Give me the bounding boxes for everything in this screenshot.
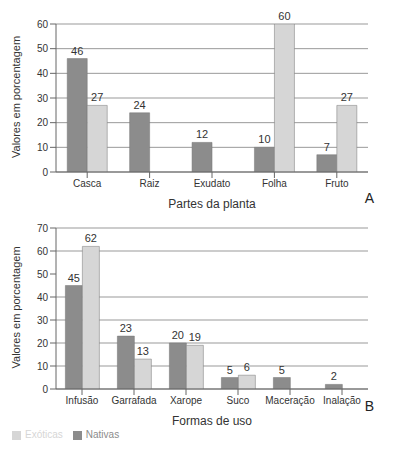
svg-text:24: 24 <box>134 99 146 111</box>
svg-text:Suco: Suco <box>227 395 250 406</box>
svg-text:20: 20 <box>37 117 49 128</box>
svg-text:50: 50 <box>37 43 49 54</box>
svg-text:Partes da planta: Partes da planta <box>168 197 256 211</box>
svg-text:Xarope: Xarope <box>170 395 203 406</box>
svg-text:5: 5 <box>279 364 285 376</box>
svg-text:0: 0 <box>42 167 48 178</box>
svg-text:2: 2 <box>331 370 337 382</box>
svg-text:10: 10 <box>37 361 49 372</box>
html-text:Nativas: Nativas <box>85 429 120 440</box>
svg-text:Garrafada: Garrafada <box>111 395 156 406</box>
svg-text:27: 27 <box>91 91 103 103</box>
svg-text:23: 23 <box>120 322 132 334</box>
svg-text:0: 0 <box>42 384 48 395</box>
svg-text:Folha: Folha <box>262 178 287 189</box>
svg-text:Maceração: Maceração <box>265 395 315 406</box>
svg-text:13: 13 <box>137 345 149 357</box>
html-text:A: A <box>364 190 374 206</box>
svg-text:10: 10 <box>258 133 270 145</box>
svg-text:Casca: Casca <box>73 178 102 189</box>
svg-text:20: 20 <box>37 338 49 349</box>
svg-text:45: 45 <box>68 272 80 284</box>
svg-text:50: 50 <box>37 269 49 280</box>
html-text:B: B <box>364 398 374 414</box>
svg-text:62: 62 <box>85 232 97 244</box>
svg-text:40: 40 <box>37 68 49 79</box>
svg-text:Inalação: Inalação <box>323 395 361 406</box>
svg-text:40: 40 <box>37 292 49 303</box>
svg-text:46: 46 <box>71 45 83 57</box>
svg-text:60: 60 <box>278 10 290 22</box>
svg-text:70: 70 <box>37 223 49 234</box>
svg-text:12: 12 <box>196 128 208 140</box>
svg-text:Fruto: Fruto <box>325 178 349 189</box>
svg-text:20: 20 <box>172 329 184 341</box>
svg-text:30: 30 <box>37 315 49 326</box>
svg-text:6: 6 <box>244 361 250 373</box>
svg-text:Exudato: Exudato <box>194 178 231 189</box>
svg-text:10: 10 <box>37 142 49 153</box>
html-text:Exóticas: Exóticas <box>25 429 63 440</box>
svg-text:Valores em porcentagem: Valores em porcentagem <box>10 36 22 158</box>
svg-text:30: 30 <box>37 93 49 104</box>
svg-text:27: 27 <box>341 91 353 103</box>
svg-text:Valores em porcentagem: Valores em porcentagem <box>10 246 22 368</box>
svg-text:5: 5 <box>227 364 233 376</box>
svg-text:7: 7 <box>324 141 330 153</box>
svg-text:19: 19 <box>189 331 201 343</box>
svg-text:60: 60 <box>37 19 49 30</box>
svg-text:Infusão: Infusão <box>66 395 99 406</box>
svg-text:60: 60 <box>37 246 49 257</box>
svg-text:Formas de uso: Formas de uso <box>172 414 252 428</box>
svg-text:Raiz: Raiz <box>140 178 160 189</box>
